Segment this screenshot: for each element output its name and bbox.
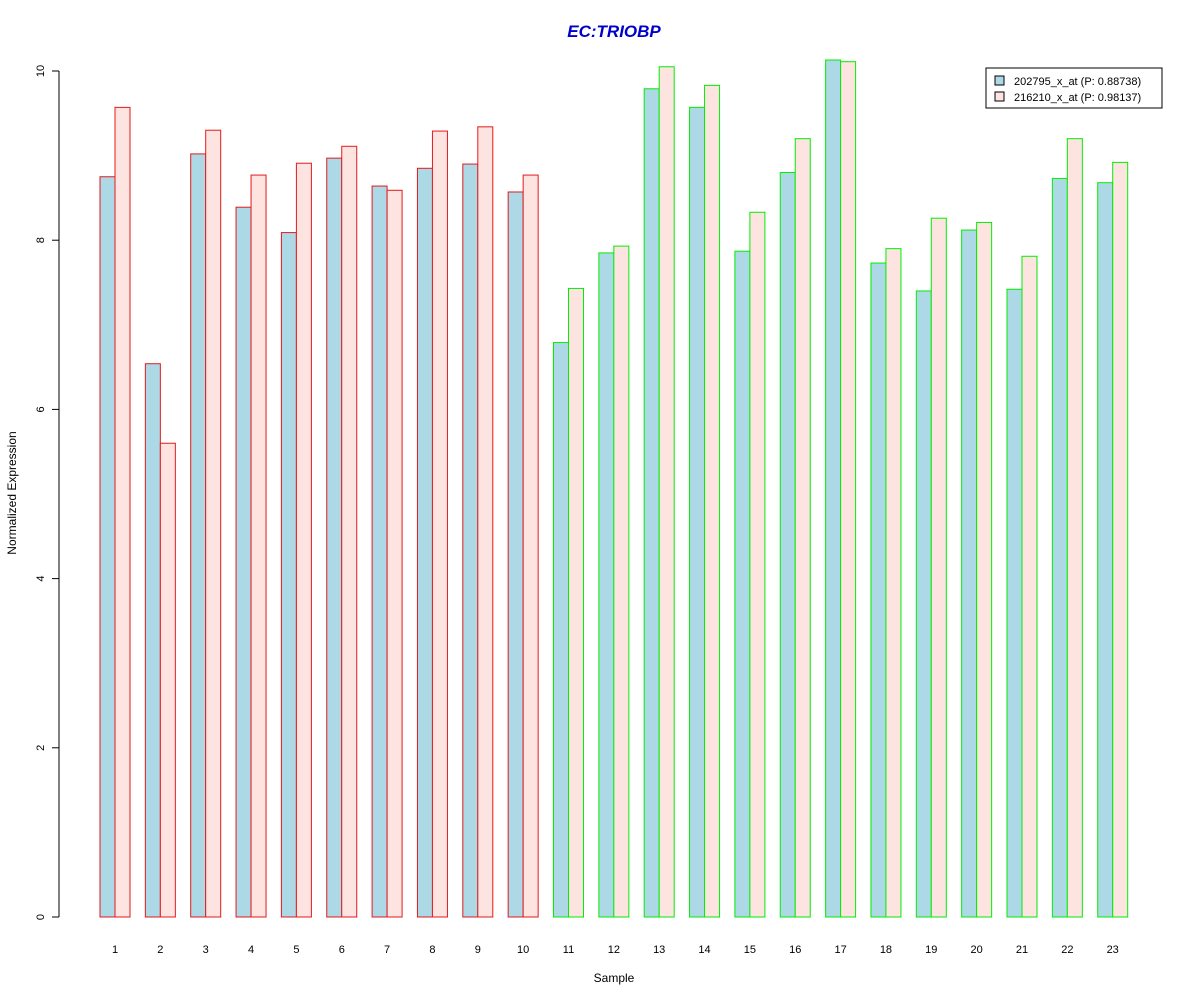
- x-tick-label: 19: [925, 944, 937, 956]
- bars-layer: [99, 59, 1129, 918]
- bar-sample-12-series-1: [598, 252, 615, 918]
- bar-sample-19-series-1: [915, 290, 932, 918]
- legend-swatch-series-1: [994, 75, 1005, 86]
- bar-sample-7-series-1: [371, 185, 388, 918]
- x-tick-label: 11: [563, 944, 574, 956]
- x-tick-labels: 1 2 3 4 5 6 7 8 9 10 11 12 13 14 15 16 17 18 19 20 21 22 23: [112, 944, 1119, 956]
- x-axis-label: Sample: [594, 971, 635, 985]
- x-tick-label: 3: [203, 944, 209, 956]
- bar-sample-19-series-2: [930, 217, 947, 918]
- x-tick-label: 15: [744, 944, 756, 956]
- bar-sample-21-series-2: [1021, 255, 1038, 918]
- y-tick-label: 4: [35, 576, 47, 582]
- bar-sample-15-series-1: [734, 250, 751, 918]
- bar-sample-2-series-1: [144, 363, 161, 918]
- bar-sample-7-series-2: [386, 189, 403, 918]
- bar-sample-1-series-1: [99, 176, 116, 918]
- bar-sample-17-series-2: [840, 61, 857, 918]
- bar-sample-2-series-2: [159, 442, 176, 918]
- bar-sample-20-series-2: [976, 221, 993, 918]
- bar-sample-3-series-1: [190, 153, 207, 918]
- bar-sample-3-series-2: [205, 129, 222, 918]
- legend-label-series-2: 216210_x_at (P: 0.98137): [1014, 92, 1141, 104]
- bar-sample-8-series-1: [416, 167, 433, 918]
- x-tick-label: 5: [293, 944, 299, 956]
- x-tick-label: 14: [698, 944, 710, 956]
- bar-sample-22-series-1: [1051, 177, 1068, 918]
- y-tick-label: 2: [35, 745, 47, 751]
- x-tick-label: 17: [834, 944, 846, 956]
- y-tick-label: 8: [35, 237, 47, 243]
- bar-sample-11-series-2: [568, 287, 584, 918]
- bar-sample-10-series-1: [507, 191, 524, 918]
- chart-title: EC:TRIOBP: [567, 22, 661, 41]
- y-tick-label: 6: [35, 406, 47, 412]
- bar-sample-12-series-2: [613, 245, 630, 918]
- x-tick-label: 2: [157, 944, 163, 956]
- x-tick-label: 7: [384, 944, 390, 956]
- x-tick-label: 13: [653, 944, 665, 956]
- bar-sample-16-series-1: [779, 172, 796, 918]
- bar-sample-4-series-2: [250, 174, 267, 918]
- bar-sample-14-series-2: [704, 84, 721, 918]
- y-axis: 0 2 4 6 8 10: [35, 65, 60, 920]
- bar-sample-20-series-1: [961, 229, 978, 918]
- bar-sample-18-series-2: [885, 248, 902, 918]
- bar-sample-11-series-1: [553, 342, 569, 918]
- bar-sample-13-series-1: [643, 88, 660, 918]
- bar-sample-15-series-2: [749, 211, 766, 918]
- bar-sample-6-series-1: [326, 157, 343, 918]
- x-tick-label: 9: [475, 944, 481, 956]
- bar-sample-17-series-1: [825, 59, 842, 918]
- bar-sample-23-series-1: [1097, 182, 1114, 918]
- legend-box: [985, 67, 1163, 109]
- y-axis-label: Normalized Expression: [5, 431, 19, 554]
- bar-sample-18-series-1: [870, 262, 887, 918]
- bar-sample-9-series-1: [462, 163, 479, 918]
- x-tick-label: 12: [608, 944, 620, 956]
- y-tick-label: 0: [35, 914, 47, 920]
- bar-sample-4-series-1: [235, 206, 252, 918]
- y-tick-label: 10: [35, 65, 47, 77]
- x-tick-label: 16: [789, 944, 801, 956]
- legend: 202795_x_at (P: 0.88738) 216210_x_at (P:…: [985, 67, 1163, 109]
- bar-sample-1-series-2: [114, 106, 131, 918]
- x-tick-label: 10: [517, 944, 529, 956]
- bar-sample-14-series-1: [689, 106, 706, 918]
- bar-sample-5-series-2: [295, 162, 312, 918]
- x-tick-label: 18: [880, 944, 892, 956]
- x-tick-label: 23: [1107, 944, 1119, 956]
- bar-sample-13-series-2: [658, 66, 675, 918]
- legend-swatch-series-2: [994, 91, 1005, 102]
- legend-label-series-1: 202795_x_at (P: 0.88738): [1014, 76, 1141, 88]
- bar-sample-9-series-2: [477, 126, 494, 918]
- bar-sample-5-series-1: [280, 232, 297, 918]
- bar-sample-21-series-1: [1006, 288, 1023, 918]
- x-tick-label: 6: [339, 944, 345, 956]
- x-tick-label: 8: [429, 944, 435, 956]
- bar-sample-16-series-2: [794, 138, 811, 918]
- bar-sample-22-series-2: [1066, 138, 1083, 918]
- bar-sample-23-series-2: [1112, 161, 1129, 918]
- bar-sample-6-series-2: [341, 145, 358, 918]
- bar-sample-10-series-2: [522, 174, 539, 918]
- x-tick-label: 20: [971, 944, 983, 956]
- x-tick-label: 4: [248, 944, 254, 956]
- x-tick-label: 1: [112, 944, 118, 956]
- x-tick-label: 21: [1016, 944, 1028, 956]
- x-tick-label: 22: [1061, 944, 1073, 956]
- bar-sample-8-series-2: [431, 130, 448, 918]
